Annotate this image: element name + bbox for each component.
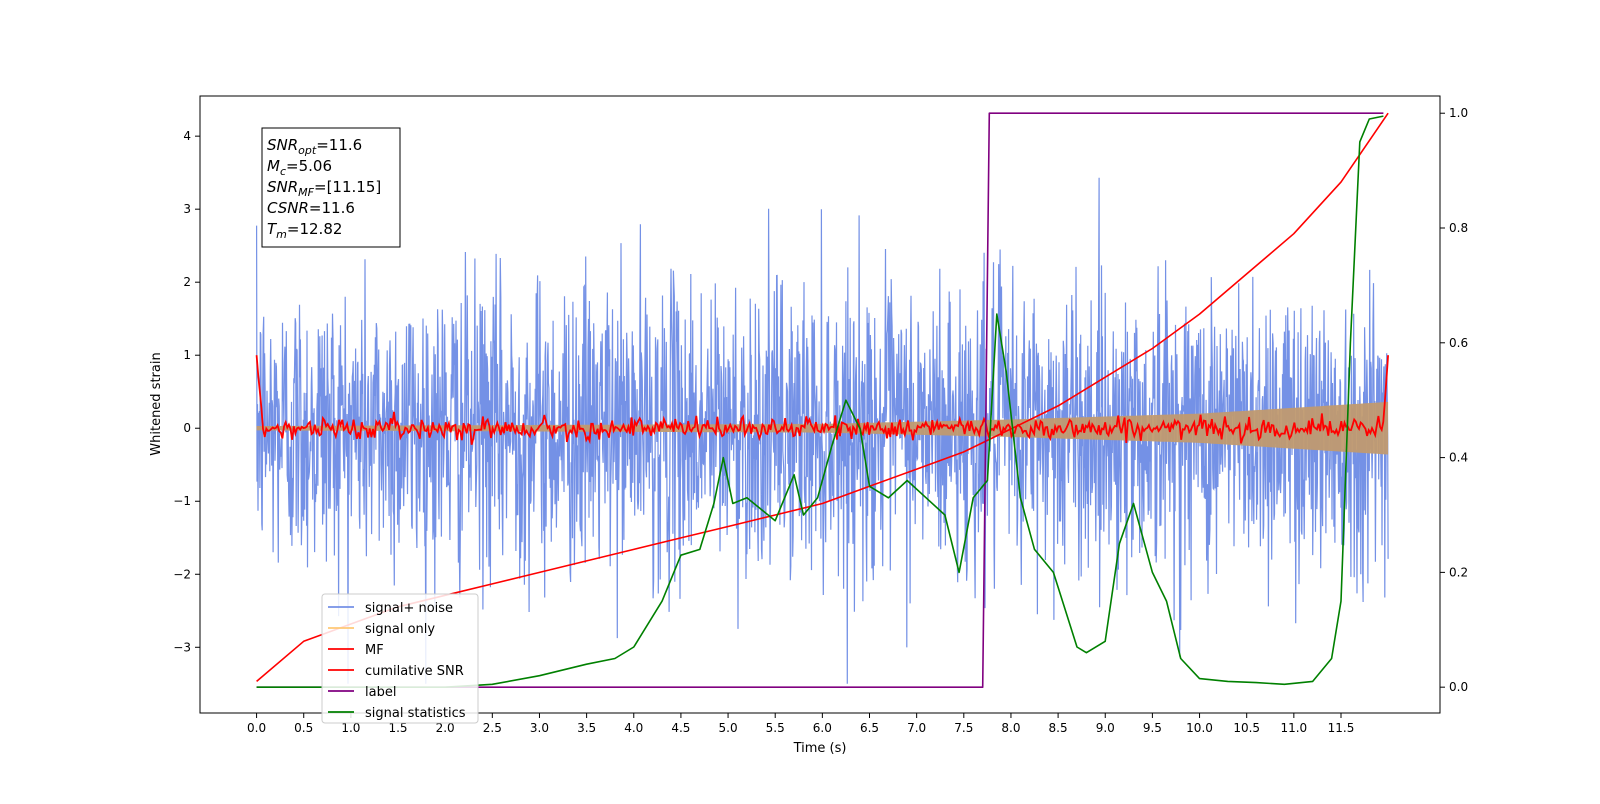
y-tick-label-right: 0.8 (1449, 221, 1468, 235)
x-tick-label: 1.5 (388, 721, 407, 735)
series-signal-noise (256, 177, 1389, 684)
x-tick-label: 1.0 (341, 721, 360, 735)
x-tick-label: 2.0 (436, 721, 455, 735)
x-tick-label: 5.5 (766, 721, 785, 735)
x-tick-label: 0.0 (247, 721, 266, 735)
x-tick-label: 4.5 (671, 721, 690, 735)
x-tick-label: 5.0 (719, 721, 738, 735)
x-tick-label: 11.0 (1280, 721, 1307, 735)
x-tick-label: 4.0 (624, 721, 643, 735)
y-tick-label-right: 0.6 (1449, 336, 1468, 350)
x-tick-label: 9.5 (1143, 721, 1162, 735)
x-tick-label: 2.5 (483, 721, 502, 735)
legend: signal+ noise signal only MF cumilative SNR… (321, 593, 479, 724)
y-tick-label-right: 0.0 (1449, 680, 1468, 694)
x-axis-label: Time (s) (793, 741, 847, 756)
y-tick-label-right: 0.4 (1449, 451, 1468, 465)
annotation-line: Tm=12.82 (267, 220, 342, 241)
x-tick-label: 6.5 (860, 721, 879, 735)
legend-label: cumilative SNR (365, 664, 464, 679)
x-tick-label: 7.0 (907, 721, 926, 735)
series-signal-statistics (256, 115, 1384, 689)
y-tick-label-left: 1 (183, 348, 191, 362)
y-tick-label-left: 0 (183, 421, 191, 435)
y-tick-label-left: −2 (173, 567, 191, 581)
x-tick-label: 7.5 (954, 721, 973, 735)
y-tick-label-right: 0.2 (1449, 565, 1468, 579)
x-tick-label: 11.5 (1328, 721, 1355, 735)
series-label (256, 112, 1384, 689)
annotation-line: Mc=5.06 (267, 157, 332, 178)
x-tick-label: 0.5 (294, 721, 313, 735)
y-axis-label-left: Whitened strain (149, 352, 164, 455)
x-tick-label: 3.0 (530, 721, 549, 735)
x-tick-label: 10.0 (1186, 721, 1213, 735)
y-tick-label-right: 1.0 (1449, 106, 1468, 120)
annotation-box: SNRopt=11.6Mc=5.06SNRMF=[11.15]CSNR=11.6… (261, 127, 401, 248)
y-tick-label-left: −3 (173, 640, 191, 654)
legend-label: signal only (365, 622, 435, 637)
plot-frame (199, 95, 1441, 714)
legend-label: signal statistics (365, 706, 466, 721)
y-tick-label-left: −1 (173, 494, 191, 508)
annotation-frame (261, 127, 401, 248)
annotation-line: SNRMF=[11.15] (267, 178, 381, 199)
annotation-line: SNRopt=11.6 (267, 136, 362, 157)
annotation-line: CSNR=11.6 (267, 199, 355, 217)
y-tick-label-left: 2 (183, 275, 191, 289)
y-tick-label-left: 4 (183, 129, 191, 143)
x-tick-label: 3.5 (577, 721, 596, 735)
x-tick-label: 8.5 (1049, 721, 1068, 735)
ticks-layer: 0.0 0.5 1.0 1.5 2.0 2.5 3.0 3.5 4.0 4.5 5.0 5.5 6.0 6… (173, 106, 1468, 735)
legend-label: signal+ noise (365, 601, 453, 616)
x-tick-label: 8.0 (1001, 721, 1020, 735)
y-tick-label-left: 3 (183, 202, 191, 216)
x-tick-label: 9.0 (1096, 721, 1115, 735)
x-tick-label: 10.5 (1233, 721, 1260, 735)
legend-frame (321, 593, 479, 724)
series-mf (255, 355, 1389, 445)
x-tick-label: 6.0 (813, 721, 832, 735)
legend-label: label (365, 685, 396, 700)
legend-label: MF (365, 643, 384, 658)
